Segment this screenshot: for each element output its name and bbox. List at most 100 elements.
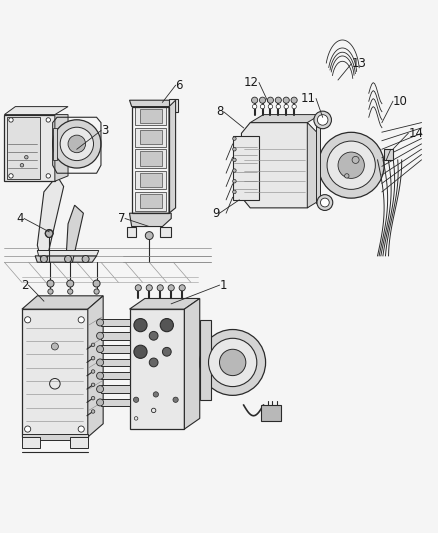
Polygon shape <box>129 213 171 227</box>
Circle shape <box>9 174 13 178</box>
Polygon shape <box>307 123 320 208</box>
Circle shape <box>219 349 245 376</box>
Circle shape <box>145 232 153 239</box>
Circle shape <box>25 156 28 159</box>
Text: 3: 3 <box>101 124 108 137</box>
Circle shape <box>45 230 53 237</box>
Circle shape <box>91 383 95 386</box>
Circle shape <box>232 158 236 161</box>
Circle shape <box>64 255 71 263</box>
Circle shape <box>96 319 103 326</box>
Circle shape <box>267 97 273 103</box>
Polygon shape <box>135 107 166 125</box>
Circle shape <box>96 385 103 393</box>
Circle shape <box>149 332 158 340</box>
Circle shape <box>53 120 101 168</box>
Circle shape <box>96 359 103 366</box>
Circle shape <box>9 118 13 122</box>
Circle shape <box>96 399 103 406</box>
Circle shape <box>173 397 178 402</box>
Circle shape <box>149 358 158 367</box>
Polygon shape <box>101 385 129 393</box>
Circle shape <box>48 289 53 294</box>
Polygon shape <box>135 149 166 168</box>
Polygon shape <box>241 123 315 208</box>
Text: 1: 1 <box>219 279 226 292</box>
Polygon shape <box>169 99 177 112</box>
Circle shape <box>232 180 236 183</box>
Circle shape <box>208 338 256 386</box>
Circle shape <box>276 104 280 109</box>
Circle shape <box>46 118 50 122</box>
Text: 9: 9 <box>212 207 219 220</box>
Polygon shape <box>139 109 161 123</box>
Circle shape <box>25 317 31 323</box>
Circle shape <box>179 285 185 291</box>
Polygon shape <box>127 227 136 237</box>
Circle shape <box>67 280 74 287</box>
Polygon shape <box>22 434 88 440</box>
Circle shape <box>313 111 331 128</box>
Polygon shape <box>160 227 171 237</box>
Polygon shape <box>169 100 175 213</box>
Circle shape <box>40 255 47 263</box>
Circle shape <box>146 285 152 291</box>
Polygon shape <box>70 437 88 448</box>
Circle shape <box>91 357 95 360</box>
Circle shape <box>316 195 332 211</box>
Circle shape <box>199 329 265 395</box>
Circle shape <box>134 345 147 358</box>
Polygon shape <box>101 319 129 326</box>
Circle shape <box>317 115 327 125</box>
Polygon shape <box>55 115 68 181</box>
Polygon shape <box>135 128 166 147</box>
Circle shape <box>290 97 297 103</box>
Text: 10: 10 <box>392 95 407 108</box>
Polygon shape <box>135 192 166 211</box>
Circle shape <box>91 397 95 400</box>
Circle shape <box>283 104 288 109</box>
Circle shape <box>20 164 24 167</box>
Circle shape <box>96 332 103 340</box>
Text: 4: 4 <box>17 212 24 225</box>
Polygon shape <box>184 298 199 429</box>
Bar <box>131 107 169 213</box>
Circle shape <box>232 148 236 151</box>
Circle shape <box>344 174 348 178</box>
Circle shape <box>318 132 383 198</box>
Circle shape <box>168 285 174 291</box>
Circle shape <box>232 137 236 140</box>
Circle shape <box>96 372 103 379</box>
Polygon shape <box>66 205 83 262</box>
Text: 6: 6 <box>175 79 183 92</box>
Circle shape <box>157 285 163 291</box>
Circle shape <box>47 280 54 287</box>
Circle shape <box>134 319 147 332</box>
Polygon shape <box>22 296 103 309</box>
Polygon shape <box>101 359 129 366</box>
Circle shape <box>25 426 31 432</box>
Circle shape <box>96 345 103 353</box>
Polygon shape <box>37 251 99 256</box>
Polygon shape <box>101 399 129 406</box>
Polygon shape <box>129 100 173 107</box>
Polygon shape <box>101 332 129 340</box>
Polygon shape <box>101 345 129 353</box>
Polygon shape <box>4 107 68 115</box>
Text: 7: 7 <box>117 212 125 225</box>
Text: 11: 11 <box>300 92 315 105</box>
Circle shape <box>93 280 100 287</box>
Bar <box>7 117 39 179</box>
Circle shape <box>94 289 99 294</box>
Circle shape <box>291 104 296 109</box>
Circle shape <box>337 152 364 179</box>
Polygon shape <box>101 372 129 379</box>
Text: 12: 12 <box>244 76 258 89</box>
Circle shape <box>67 289 73 294</box>
Text: 8: 8 <box>216 106 223 118</box>
Polygon shape <box>129 309 184 429</box>
Circle shape <box>68 135 85 152</box>
Circle shape <box>260 104 264 109</box>
Polygon shape <box>139 194 161 208</box>
Polygon shape <box>129 298 199 309</box>
